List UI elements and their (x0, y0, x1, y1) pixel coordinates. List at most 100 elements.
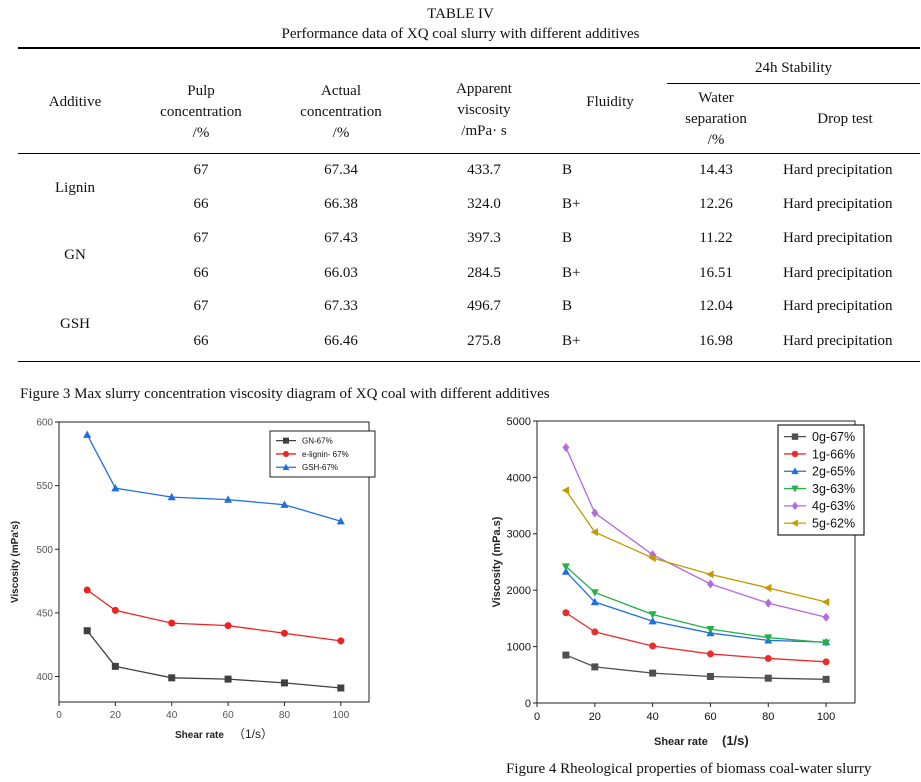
series-line (565, 490, 827, 603)
data-point (648, 611, 657, 619)
y-tick-label: 3000 (507, 529, 531, 541)
data-point (280, 679, 288, 687)
data-point (591, 663, 599, 671)
table-row: 67 67.43 397.3 B 11.22 Hard precipitatio… (193, 230, 893, 246)
x-axis-label: Shear rate (175, 730, 224, 741)
data-point (561, 486, 570, 495)
header-drop: Drop test (817, 111, 873, 127)
legend-label: 2g-65% (812, 465, 855, 479)
data-point (224, 622, 232, 630)
data-point (764, 674, 772, 682)
y-tick-label: 5000 (507, 416, 531, 428)
data-point (224, 495, 233, 503)
table-row: 66 66.03 284.5 B+ 16.51 Hard precipitati… (193, 265, 893, 281)
table-row: 66 66.46 275.8 B+ 16.98 Hard precipitati… (193, 333, 893, 349)
y-tick-label: 0 (525, 698, 531, 710)
legend-marker (791, 519, 798, 527)
table-row: 67 67.33 496.7 B 12.04 Hard precipitatio… (193, 298, 893, 314)
data-point (280, 500, 289, 508)
series-group (562, 609, 830, 666)
data-point (764, 654, 772, 662)
x-tick-label: 80 (762, 711, 774, 723)
data-point (764, 634, 773, 642)
data-point (280, 629, 288, 637)
series-group (561, 486, 830, 607)
x-tick-label: 20 (589, 711, 601, 723)
legend-marker (283, 450, 289, 457)
series-line (565, 447, 827, 618)
x-tick-label: 100 (817, 711, 835, 723)
y-axis-label: Viscosity (mPa.s) (491, 516, 503, 607)
data-point (591, 628, 599, 636)
series-line (565, 654, 827, 680)
legend-marker (282, 463, 290, 470)
series-group (83, 586, 345, 645)
data-point (591, 508, 599, 518)
table-caption: Performance data of XQ coal slurry with … (281, 26, 640, 42)
data-point (168, 674, 176, 682)
x-tick-label: 40 (166, 710, 178, 721)
data-point (111, 606, 119, 614)
table-row: 66 66.38 324.0 B+ 12.26 Hard precipitati… (193, 196, 893, 212)
data-point (590, 589, 599, 597)
legend-label: 4g-63% (812, 499, 855, 513)
table-bottom-rule (18, 361, 920, 362)
x-tick-label: 0 (534, 711, 540, 723)
data-point (822, 675, 830, 683)
x-axis-unit: （1/s） (233, 727, 273, 741)
data-point (562, 651, 570, 659)
series-group (561, 563, 831, 647)
data-point (337, 684, 345, 692)
header-additive: Additive (48, 94, 102, 110)
x-tick-label: 100 (332, 710, 349, 721)
data-point (111, 483, 120, 492)
legend-marker (283, 437, 289, 444)
series-line (86, 630, 341, 689)
stability-rule (667, 83, 920, 84)
y-axis-label: Viscosity (mPa's) (10, 521, 21, 603)
data-point (649, 642, 657, 650)
data-point (167, 492, 176, 501)
x-axis-unit: (1/s) (722, 733, 749, 748)
plot-frame (58, 421, 370, 703)
series-line (86, 589, 341, 642)
data-point (648, 617, 657, 625)
y-tick-label: 1000 (507, 641, 531, 653)
series-group (562, 651, 830, 683)
legend-marker (791, 485, 799, 493)
y-tick-label: 600 (36, 418, 53, 429)
table-top-rule (18, 47, 920, 49)
header-water: Water separation/% (685, 90, 747, 148)
series-group (83, 430, 345, 525)
y-tick-label: 550 (36, 481, 53, 492)
figure3-caption: Figure 3 Max slurry concentration viscos… (20, 386, 550, 402)
data-point (224, 675, 232, 683)
data-point (562, 609, 570, 617)
series-group (83, 627, 345, 692)
data-point (337, 637, 345, 645)
header-fluidity: Fluidity (586, 94, 634, 110)
x-tick-label: 80 (279, 710, 291, 721)
legend-marker (791, 467, 799, 475)
header-apparent: Apparent viscosity/mPa· s (456, 81, 512, 139)
data-point (648, 554, 656, 563)
data-point (821, 598, 830, 607)
figure4-caption: Figure 4 Rheological properties of bioma… (506, 761, 872, 777)
header-stability: 24h Stability (754, 60, 833, 76)
legend-label: 1g-66% (812, 447, 855, 461)
data-point (561, 567, 570, 575)
data-point (706, 570, 714, 579)
data-point (590, 528, 598, 537)
x-tick-label: 60 (223, 710, 235, 721)
additive-gsh: GSH (59, 316, 90, 332)
table-label: TABLE IV (427, 6, 494, 22)
data-point (764, 598, 772, 608)
data-point (83, 586, 91, 594)
data-point (336, 517, 345, 525)
series-line (86, 434, 342, 522)
data-point (706, 672, 714, 680)
data-point (168, 619, 176, 627)
data-point (706, 650, 714, 658)
data-point (822, 639, 831, 647)
